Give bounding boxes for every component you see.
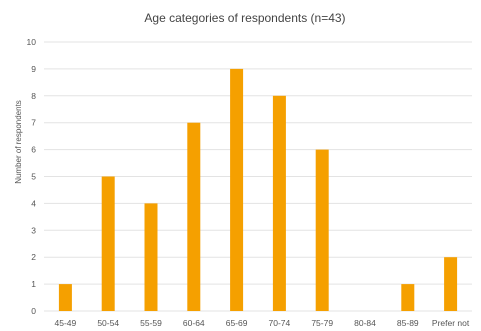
x-tick-label: 45-49 bbox=[55, 318, 77, 328]
x-tick-label: 70-74 bbox=[269, 318, 291, 328]
y-tick-label: 2 bbox=[31, 252, 36, 262]
bar bbox=[401, 284, 415, 311]
bar bbox=[272, 95, 286, 311]
y-axis-label: Number of respondents bbox=[14, 100, 23, 184]
x-tick-label: Prefer not bbox=[432, 318, 470, 328]
y-tick-label: 5 bbox=[31, 172, 36, 182]
y-tick-label: 4 bbox=[31, 198, 36, 208]
x-tick-label: 80-84 bbox=[354, 318, 376, 328]
x-tick-label: 85-89 bbox=[397, 318, 419, 328]
y-tick-label: 1 bbox=[31, 279, 36, 289]
x-tick-label: 65-69 bbox=[226, 318, 248, 328]
y-tick-label: 3 bbox=[31, 225, 36, 235]
x-tick-label: 50-54 bbox=[97, 318, 119, 328]
bar bbox=[315, 149, 329, 311]
y-tick-label: 7 bbox=[31, 118, 36, 128]
y-tick-label: 10 bbox=[27, 37, 37, 47]
bar bbox=[144, 203, 158, 311]
y-tick-label: 6 bbox=[31, 145, 36, 155]
x-tick-label: 60-64 bbox=[183, 318, 205, 328]
chart-title: Age categories of respondents (n=43) bbox=[144, 11, 345, 25]
bars bbox=[58, 68, 458, 312]
y-tick-label: 9 bbox=[31, 64, 36, 74]
y-tick-label: 0 bbox=[31, 306, 36, 316]
bar bbox=[58, 284, 72, 311]
gridlines bbox=[44, 41, 472, 312]
x-tick-label: 75-79 bbox=[311, 318, 333, 328]
bar bbox=[444, 257, 458, 311]
y-axis-ticks: 0 1 2 3 4 5 6 7 8 9 10 bbox=[27, 37, 37, 316]
bar bbox=[230, 68, 244, 312]
x-axis-ticks: 45-49 50-54 55-59 60-64 65-69 70-74 75-79 80-84… bbox=[55, 318, 470, 328]
x-tick-label: 55-59 bbox=[140, 318, 162, 328]
y-tick-label: 8 bbox=[31, 91, 36, 101]
bar bbox=[187, 122, 201, 311]
bar bbox=[101, 176, 115, 311]
